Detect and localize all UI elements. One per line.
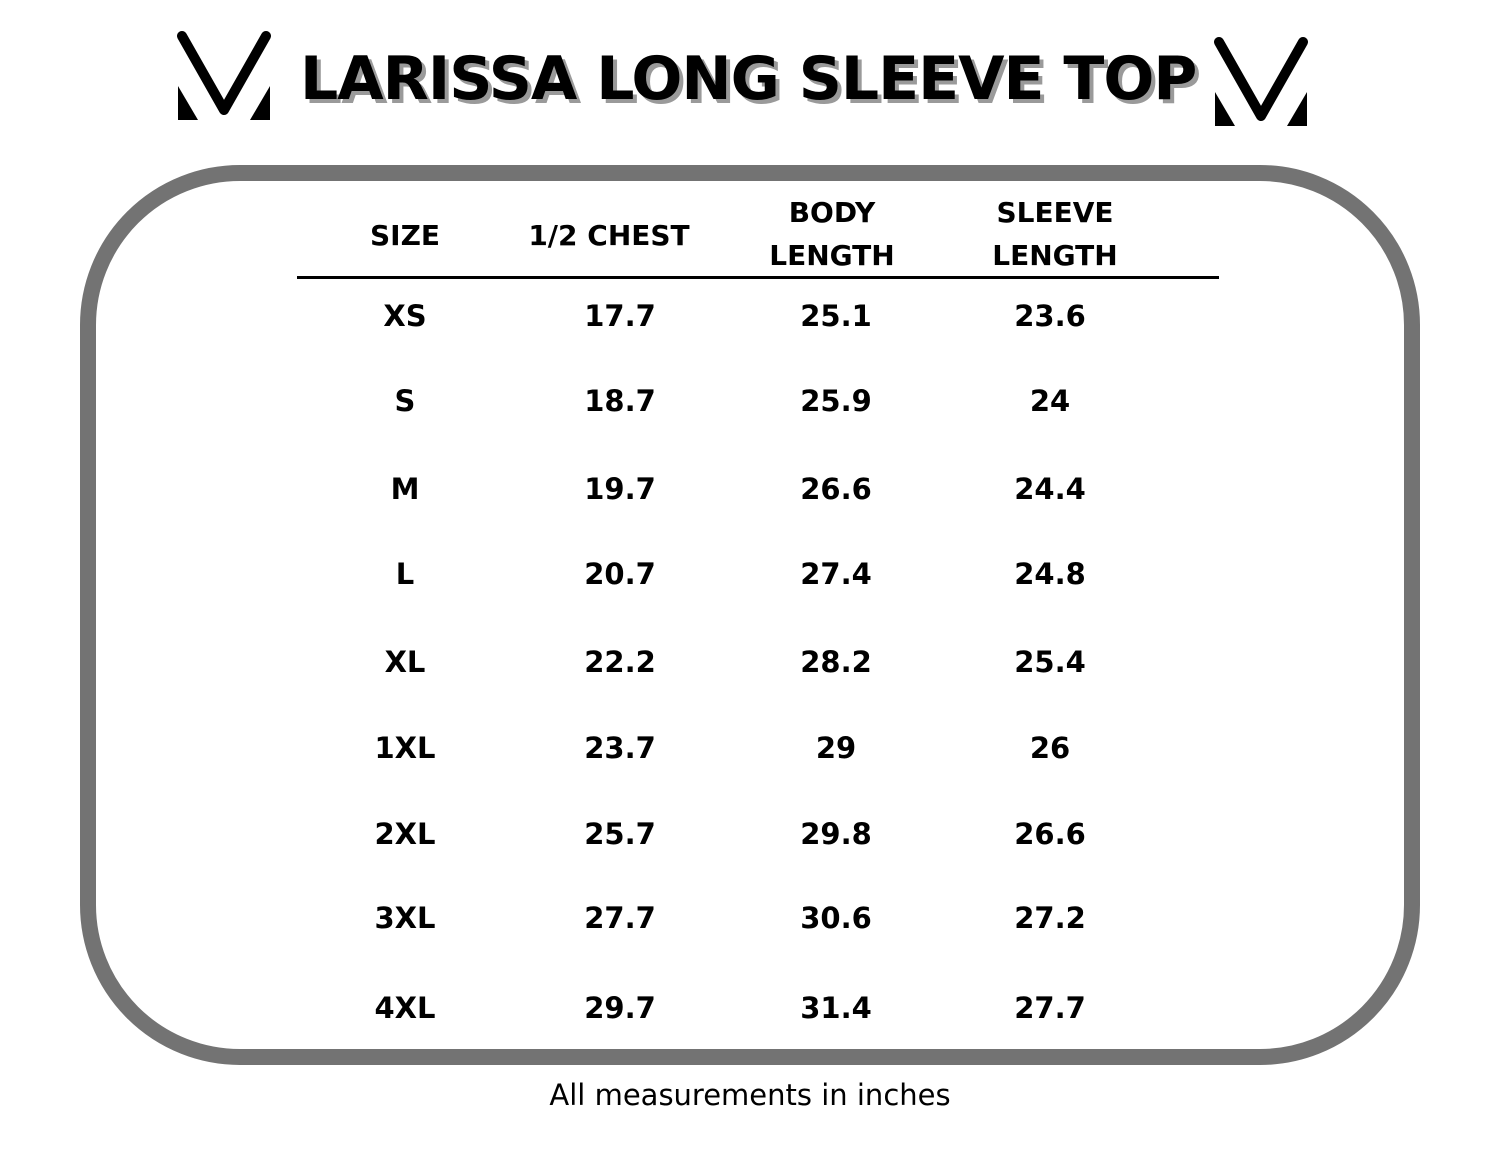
header-size: SIZE (369, 219, 440, 252)
brand-logo-left (177, 31, 271, 120)
cell-sleeve: 24.8 (1014, 557, 1086, 591)
cell-size: S (394, 384, 416, 418)
cell-size: XS (383, 299, 427, 333)
cell-body: 25.9 (800, 384, 872, 418)
cell-sleeve: 24 (1029, 384, 1071, 418)
cell-chest: 18.7 (584, 384, 656, 418)
cell-chest: 20.7 (584, 557, 656, 591)
size-chart-frame (80, 165, 1420, 1065)
cell-body: 30.6 (800, 901, 872, 935)
cell-chest: 17.7 (584, 299, 656, 333)
cell-size: M (390, 472, 420, 506)
cell-sleeve: 27.2 (1014, 901, 1086, 935)
cell-size: L (395, 557, 415, 591)
cell-body: 31.4 (800, 991, 872, 1025)
cell-sleeve: 26 (1029, 731, 1071, 765)
cell-chest: 29.7 (584, 991, 656, 1025)
cell-body: 28.2 (800, 645, 872, 679)
cell-size: XL (384, 645, 426, 679)
cell-size: 1XL (374, 731, 436, 765)
cell-sleeve: 24.4 (1014, 472, 1086, 506)
header-sleeve-length: SLEEVE LENGTH (992, 196, 1118, 272)
cell-chest: 27.7 (584, 901, 656, 935)
header-chest: 1/2 CHEST (528, 219, 690, 252)
page-title: LARISSA LONG SLEEVE TOP (300, 44, 1197, 114)
brand-logo-right (1214, 37, 1308, 126)
cell-sleeve: 27.7 (1014, 991, 1086, 1025)
cell-body: 29 (815, 731, 857, 765)
header-body-length: BODY LENGTH (769, 196, 895, 272)
cell-body: 26.6 (800, 472, 872, 506)
header-divider (297, 276, 1219, 279)
cell-size: 4XL (374, 991, 436, 1025)
cell-body: 25.1 (800, 299, 872, 333)
cell-size: 2XL (374, 817, 436, 851)
cell-body: 27.4 (800, 557, 872, 591)
cell-sleeve: 25.4 (1014, 645, 1086, 679)
cell-chest: 23.7 (584, 731, 656, 765)
cell-sleeve: 26.6 (1014, 817, 1086, 851)
cell-chest: 25.7 (584, 817, 656, 851)
cell-chest: 22.2 (584, 645, 656, 679)
cell-chest: 19.7 (584, 472, 656, 506)
measurement-note: All measurements in inches (549, 1078, 951, 1112)
cell-sleeve: 23.6 (1014, 299, 1086, 333)
cell-size: 3XL (374, 901, 436, 935)
cell-body: 29.8 (800, 817, 872, 851)
